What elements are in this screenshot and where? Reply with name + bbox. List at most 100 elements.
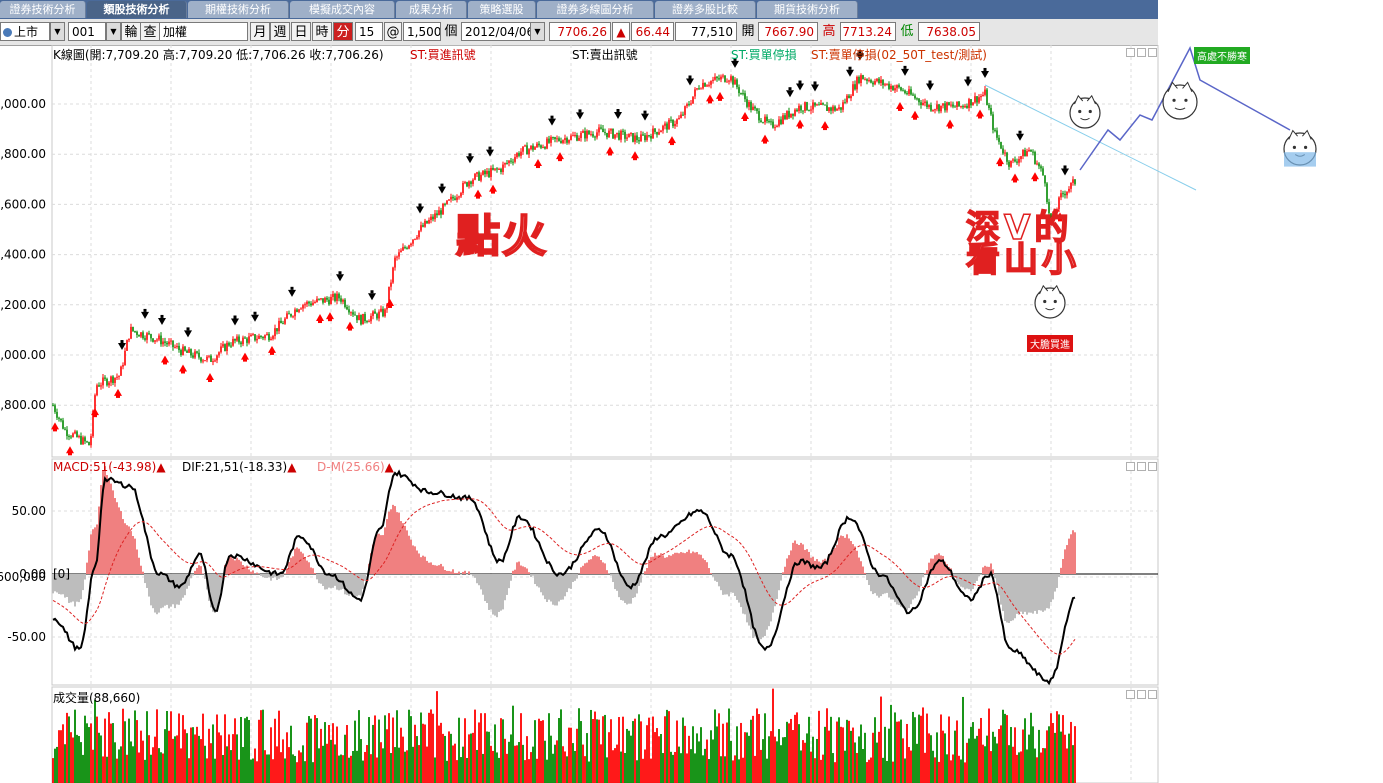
candle-body (542, 146, 544, 148)
macd-histogram-bar (330, 574, 332, 589)
panel-maximize-icon[interactable] (1137, 690, 1146, 699)
minutes-input[interactable]: 15 (355, 22, 383, 41)
panel-close-icon[interactable] (1148, 462, 1157, 471)
market-select[interactable]: 上市 (0, 22, 50, 41)
panel-maximize-icon[interactable] (1137, 48, 1146, 57)
buy-signal-marker-stem (243, 358, 247, 362)
volume-bar (78, 736, 80, 783)
volume-bar (74, 709, 76, 783)
panel-close-icon[interactable] (1148, 690, 1157, 699)
volume-bar (184, 729, 186, 783)
market-dropdown-arrow-icon[interactable]: ▼ (50, 22, 65, 41)
candle-body (920, 102, 922, 106)
macd-histogram-bar (200, 566, 202, 574)
volume-bar (902, 738, 904, 783)
panel-minimize-icon[interactable] (1126, 462, 1135, 471)
macd-histogram-bar (548, 574, 550, 600)
candle-body (780, 119, 782, 125)
period-week-button[interactable]: 週 (270, 22, 290, 41)
volume-bar (866, 762, 868, 783)
tab-multi-stock-compare[interactable]: 證券多股比較 (655, 1, 756, 18)
volume-bar (812, 736, 814, 783)
volume-bar (426, 746, 428, 783)
buy-signal-marker-stem (558, 158, 562, 162)
panel-minimize-icon[interactable] (1126, 48, 1135, 57)
candle-body (198, 352, 200, 358)
macd-histogram-bar (706, 562, 708, 574)
candle-body (162, 341, 164, 345)
candle-body (804, 102, 806, 111)
macd-histogram-bar (218, 574, 220, 601)
date-select[interactable]: 2012/04/06 (461, 22, 531, 41)
volume-bar (566, 756, 568, 783)
candle-body (218, 352, 220, 356)
tab-multi-line-chart[interactable]: 證券多線圖分析 (537, 1, 654, 18)
tab-futures-technical[interactable]: 期貨技術分析 (757, 1, 858, 18)
candle-body (958, 101, 960, 107)
period-hour-button[interactable]: 時 (312, 22, 332, 41)
candle-body (492, 167, 494, 170)
panel-minimize-icon[interactable] (1126, 690, 1135, 699)
candle-body (88, 442, 90, 446)
macd-histogram-bar (436, 565, 438, 574)
tab-sector-technical[interactable]: 類股技術分析 (87, 1, 187, 18)
candle-body (298, 309, 300, 312)
macd-histogram-bar (492, 574, 494, 615)
volume-bar (324, 722, 326, 783)
candle-body (680, 114, 682, 118)
macd-histogram-bar (516, 562, 518, 574)
date-dropdown-arrow-icon[interactable]: ▼ (530, 22, 545, 41)
volume-bar (554, 744, 556, 783)
macd-histogram-bar (62, 574, 64, 595)
candle-body (722, 75, 724, 77)
tab-securities-technical[interactable]: 證券技術分析 (0, 1, 86, 18)
code-dropdown-arrow-icon[interactable]: ▼ (106, 22, 121, 41)
candle-body (484, 170, 486, 175)
candle-body (334, 293, 336, 301)
bar-count-input[interactable]: 1,500 (403, 22, 441, 41)
macd-histogram-bar (52, 574, 54, 594)
panel-maximize-icon[interactable] (1137, 462, 1146, 471)
macd-histogram-bar (410, 539, 412, 574)
sell-signal-marker (786, 90, 794, 98)
volume-bar (960, 759, 962, 783)
period-day-button[interactable]: 日 (291, 22, 311, 41)
tab-results-analysis[interactable]: 成果分析 (396, 1, 467, 18)
macd-histogram-bar (844, 537, 846, 574)
volume-bar (412, 746, 414, 783)
volume-bar (958, 755, 960, 783)
query-button[interactable]: 查 (140, 22, 160, 41)
macd-histogram-bar (312, 568, 314, 574)
candle-body (908, 89, 910, 95)
macd-histogram-bar (132, 536, 134, 574)
candle-body (406, 247, 408, 249)
at-button[interactable]: @ (384, 22, 402, 41)
tab-strategy-screening[interactable]: 策略選股 (468, 1, 536, 18)
candle-body (232, 338, 234, 346)
sell-signal-marker-stem (160, 314, 164, 318)
macd-histogram-bar (168, 574, 170, 609)
tab-options-technical[interactable]: 期權技術分析 (188, 1, 289, 18)
sell-signal-marker-stem (550, 115, 554, 119)
volume-bar (290, 725, 292, 783)
volume-bar (684, 725, 686, 783)
macd-histogram-bar (456, 572, 458, 574)
macd-histogram-bar (1014, 574, 1016, 619)
panel-close-icon[interactable] (1148, 48, 1157, 57)
macd-histogram-bar (602, 562, 604, 574)
macd-histogram-bar (474, 574, 476, 578)
macd-histogram-bar (292, 556, 294, 574)
volume-bar (450, 733, 452, 783)
macd-histogram-bar (464, 570, 466, 574)
period-minute-button[interactable]: 分 (333, 22, 353, 41)
period-month-button[interactable]: 月 (250, 22, 270, 41)
macd-histogram-bar (446, 570, 448, 574)
tab-simulated-trades[interactable]: 模擬成交內容 (290, 1, 395, 18)
volume-bar (228, 734, 230, 783)
volume-bar (616, 744, 618, 783)
macd-histogram-bar (418, 553, 420, 574)
candle-body (1066, 191, 1068, 196)
candle-body (166, 342, 168, 345)
code-input[interactable]: 001 (68, 22, 106, 41)
rotate-button[interactable]: 輪 (121, 22, 141, 41)
